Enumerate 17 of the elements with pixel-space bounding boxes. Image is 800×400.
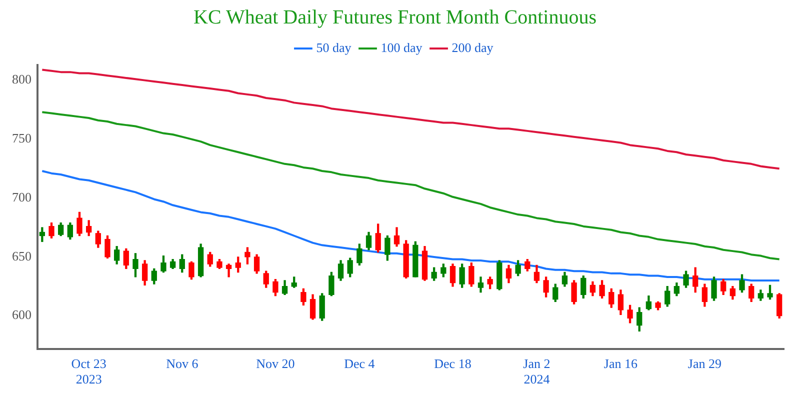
x-tick-label: Nov 20 — [256, 356, 295, 372]
legend-label: 50 day — [316, 40, 352, 55]
y-tick-label: 600 — [12, 307, 32, 322]
chart-title: KC Wheat Daily Futures Front Month Continuous — [194, 6, 597, 28]
x-tick-label: Nov 6 — [166, 356, 199, 372]
y-tick-label: 700 — [12, 189, 32, 204]
x-tick-label: Jan 29 — [688, 356, 722, 372]
x-tick-label: Jan 2 2024 — [523, 356, 550, 387]
y-tick-label: 750 — [12, 130, 32, 146]
legend-label: 100 day — [380, 40, 423, 55]
x-tick-label: Jan 16 — [604, 356, 638, 372]
x-tick-label: Dec 4 — [344, 356, 376, 372]
legend-label: 200 day — [452, 40, 494, 55]
x-tick-label: Dec 18 — [434, 356, 472, 372]
x-tick-label: Oct 23 2023 — [71, 356, 106, 387]
y-tick-label: 650 — [12, 248, 32, 264]
y-tick-label: 800 — [12, 72, 32, 87]
